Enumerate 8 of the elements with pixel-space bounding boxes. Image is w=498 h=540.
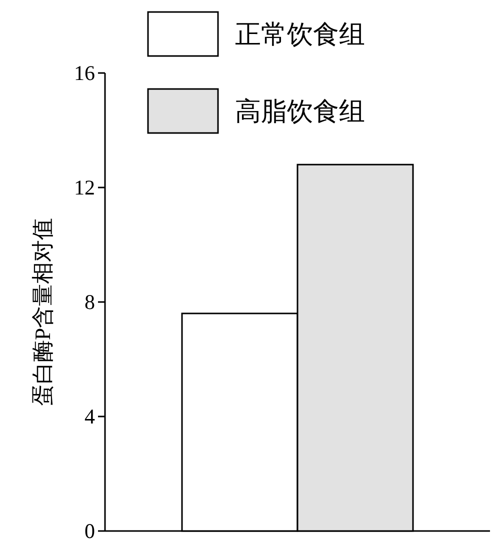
y-tick-label: 4: [84, 404, 96, 428]
y-tick-label: 16: [74, 61, 95, 85]
legend-label: 正常饮食组: [235, 20, 365, 49]
y-tick-label: 0: [84, 519, 95, 540]
legend-label: 高脂饮食组: [235, 97, 365, 126]
y-tick-label: 8: [84, 290, 95, 314]
y-axis-title: 蛋白酶P含量相对值: [30, 218, 55, 406]
y-tick-label: 12: [74, 176, 95, 200]
